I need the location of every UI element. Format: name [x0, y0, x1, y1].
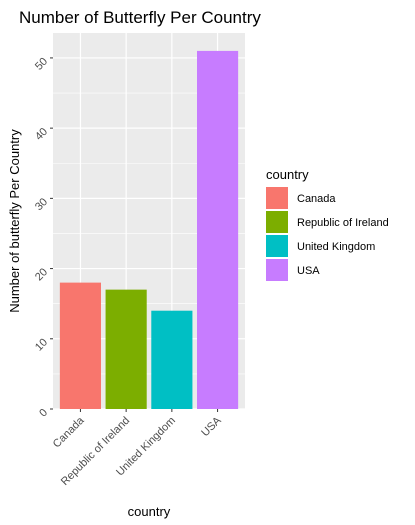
y-tick-label: 0	[37, 407, 50, 420]
legend-key	[266, 259, 288, 281]
y-tick-label: 20	[33, 266, 50, 283]
legend-key	[266, 235, 288, 257]
legend-label: USA	[297, 265, 320, 277]
y-axis-ticks: 0 10 20 30 40 50	[33, 56, 53, 420]
y-tick-label: 30	[33, 196, 50, 213]
bar-canada	[59, 282, 101, 409]
legend-key	[266, 187, 288, 209]
bar-usa	[197, 50, 239, 410]
legend-label: Republic of Ireland	[297, 217, 389, 229]
y-tick-label: 10	[33, 336, 50, 353]
bar-republic-of-ireland	[105, 289, 147, 409]
chart-title: Number of Butterfly Per Country	[19, 8, 261, 27]
legend: country Canada Republic of Ireland United …	[266, 167, 389, 281]
legend-key	[266, 211, 288, 233]
legend-title: country	[266, 167, 309, 182]
legend-label: United Kingdom	[297, 241, 375, 253]
x-axis-label: country	[128, 504, 171, 519]
x-tick-label: USA	[199, 414, 224, 439]
y-axis-label: Number of butterfly Per Country	[7, 129, 22, 313]
legend-label: Canada	[297, 193, 336, 205]
y-tick-label: 40	[33, 126, 50, 143]
bar-united-kingdom	[151, 310, 193, 409]
x-tick-label: Canada	[51, 414, 87, 450]
bars	[59, 50, 239, 410]
y-tick-label: 50	[33, 56, 50, 73]
